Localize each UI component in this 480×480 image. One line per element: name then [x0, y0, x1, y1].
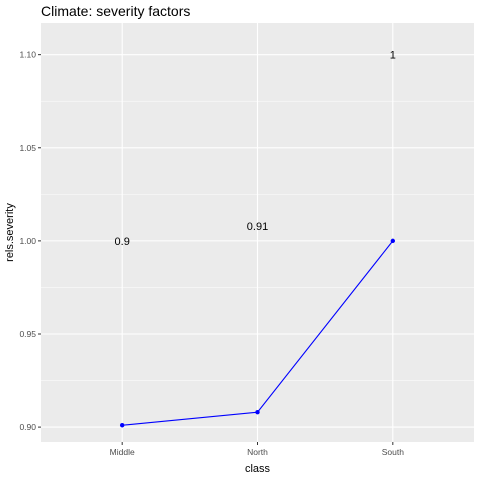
y-axis-title: rels.severity — [4, 203, 16, 262]
y-tick-label: 0.90 — [19, 422, 36, 432]
y-tick-label: 1.10 — [19, 50, 36, 60]
data-point — [390, 238, 396, 244]
y-tick-label: 1.00 — [19, 236, 36, 246]
data-label: 1 — [390, 50, 396, 62]
data-label: 0.9 — [115, 236, 130, 248]
chart-title: Climate: severity factors — [41, 3, 190, 19]
series-layer — [119, 238, 396, 428]
y-tick-label: 1.05 — [19, 143, 36, 153]
data-label: 0.91 — [247, 221, 268, 233]
x-axis: Middle North South — [110, 442, 404, 457]
x-axis-title: class — [245, 463, 271, 475]
x-tick-label: South — [382, 447, 404, 457]
y-tick-label: 0.95 — [19, 329, 36, 339]
major-gridlines — [41, 23, 474, 442]
data-labels: 0.9 0.91 1 — [115, 50, 396, 248]
data-point — [119, 423, 125, 428]
x-tick-label: North — [247, 447, 268, 457]
x-tick-label: Middle — [110, 447, 135, 457]
data-point — [255, 410, 260, 415]
y-axis: 0.90 0.95 1.00 1.05 1.10 — [19, 50, 41, 432]
